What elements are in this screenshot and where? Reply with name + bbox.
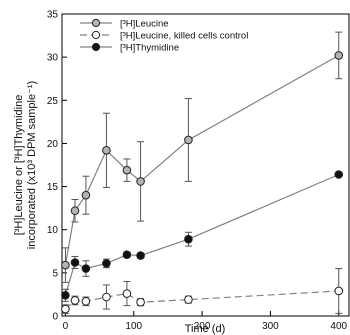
data-point xyxy=(82,191,90,199)
series-line-3 xyxy=(65,175,338,296)
data-point xyxy=(71,259,79,267)
data-point xyxy=(185,296,193,304)
x-tick-label-0: 0 xyxy=(63,321,69,332)
legend-marker xyxy=(92,31,99,38)
data-point xyxy=(137,298,145,306)
x-tick-label-100: 100 xyxy=(125,321,142,332)
series-3 xyxy=(62,171,343,302)
x-tick-label-300: 300 xyxy=(262,321,279,332)
y-tick-label-5: 5 xyxy=(52,268,58,279)
data-point xyxy=(137,178,145,186)
data-point xyxy=(185,136,193,144)
legend-item-1: [³H]Leucine xyxy=(80,18,169,29)
series-2 xyxy=(62,269,343,314)
data-point xyxy=(137,252,145,260)
data-point xyxy=(62,291,70,299)
data-point xyxy=(82,265,90,273)
data-point xyxy=(123,166,131,174)
series-layer xyxy=(62,32,343,313)
data-point xyxy=(82,298,90,306)
data-point xyxy=(71,207,79,215)
legend-item-2: [³H]Leucine, killed cells control xyxy=(80,30,248,41)
plot-frame xyxy=(62,14,349,316)
y-tick-label-0: 0 xyxy=(52,312,58,323)
legend-label: [³H]Thymidine xyxy=(120,42,179,53)
data-point xyxy=(123,290,131,298)
y-axis-title-line1: [³H]Leucine or [³H]Thymidine xyxy=(13,95,25,236)
y-tick-label-10: 10 xyxy=(47,225,59,236)
data-point xyxy=(103,147,111,155)
data-point xyxy=(103,293,111,301)
legend-marker xyxy=(92,43,99,50)
y-axis-title: [³H]Leucine or [³H]Thymidine incorporate… xyxy=(13,81,38,249)
data-point xyxy=(335,287,343,295)
y-axis-title-line2: incorporated (x10³ DPM sample⁻¹) xyxy=(26,81,38,249)
x-tick-label-400: 400 xyxy=(330,321,347,332)
data-point xyxy=(335,171,343,179)
y-tick-label-20: 20 xyxy=(47,139,59,150)
data-point xyxy=(335,52,343,60)
plot-area xyxy=(62,14,349,316)
legend-label: [³H]Leucine xyxy=(120,18,169,29)
x-axis-title: Time (d) xyxy=(185,323,226,335)
data-point xyxy=(103,260,111,268)
legend-marker xyxy=(92,19,99,26)
data-point xyxy=(62,305,70,313)
data-point xyxy=(185,235,193,243)
legend: [³H]Leucine[³H]Leucine, killed cells con… xyxy=(80,18,248,53)
data-point xyxy=(123,251,131,259)
y-tick-label-25: 25 xyxy=(47,96,59,107)
data-point xyxy=(71,297,79,305)
legend-item-3: [³H]Thymidine xyxy=(80,42,179,53)
legend-label: [³H]Leucine, killed cells control xyxy=(120,30,248,41)
y-tick-label-35: 35 xyxy=(47,10,59,21)
y-tick-label-30: 30 xyxy=(47,53,59,64)
series-1 xyxy=(62,32,343,282)
data-point xyxy=(62,261,70,269)
y-tick-label-15: 15 xyxy=(47,182,59,193)
